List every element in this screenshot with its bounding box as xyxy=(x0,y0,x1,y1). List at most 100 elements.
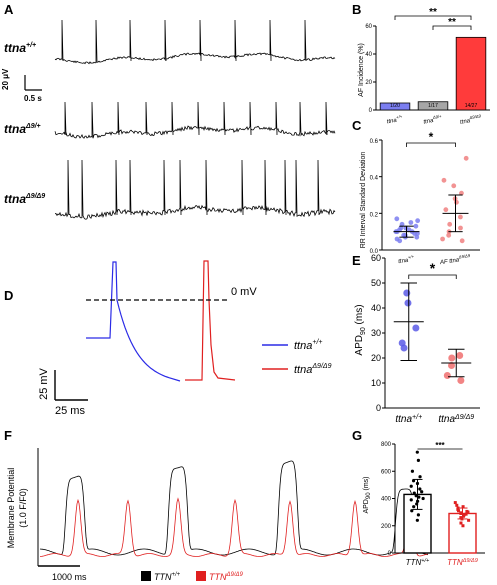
legend-label-wildtype: ttna+/+ xyxy=(294,339,322,352)
point-c-1-4 xyxy=(458,225,463,231)
point-g-1-9 xyxy=(459,511,463,515)
ecg-trace-homozygous xyxy=(54,159,336,220)
point-g-0-11 xyxy=(420,490,424,494)
tick-label-y-e-1: 10 xyxy=(371,378,381,388)
point-c-1-2 xyxy=(446,232,452,238)
tick-label-y-b-3: 60 xyxy=(365,24,372,30)
tick-label-y-b-0: 0 xyxy=(369,108,373,114)
tick-label-x-e-1: ttnaΔ9/Δ9 xyxy=(438,414,474,425)
tick-label-y-g-2: 400 xyxy=(381,497,392,503)
point-g-0-19 xyxy=(415,450,419,454)
point-c-0-2 xyxy=(414,234,420,240)
point-c-1-11 xyxy=(451,183,457,189)
tick-label-y-g-1: 200 xyxy=(381,524,392,530)
scale-time-a: 0.5 s xyxy=(24,94,42,103)
point-e-1-0 xyxy=(457,377,465,384)
sig-bracket-e xyxy=(408,274,457,279)
chart-af-incidence: AF Incidence (%) 0 20 40 60 1/20 ttna+/+ 1/17 t… xyxy=(358,7,490,126)
point-g-1-2 xyxy=(467,518,471,522)
sig-label-e: * xyxy=(430,260,436,276)
legend-label-ttn-mut: TTNΔ9/Δ9 xyxy=(209,572,244,582)
tick-label-y-e-0: 0 xyxy=(376,403,381,413)
trace-label-homozygous: ttnaΔ9/Δ9 xyxy=(4,192,45,206)
legend-f: TTN+/+ TTNΔ9/Δ9 xyxy=(141,571,244,582)
tick-label-y-e-3: 30 xyxy=(371,328,381,338)
panel-label-d: D xyxy=(4,288,13,303)
point-c-1-6 xyxy=(458,214,463,220)
tick-label-y-c-1: 0.2 xyxy=(370,212,379,218)
point-g-1-16 xyxy=(455,503,459,507)
ecg-trace-heterozygous xyxy=(54,101,336,139)
point-g-0-13 xyxy=(409,484,413,488)
point-c-1-12 xyxy=(441,177,447,183)
point-g-0-4 xyxy=(415,502,419,506)
sig-bracket-c xyxy=(406,142,456,147)
point-e-1-1 xyxy=(443,372,451,379)
axis-label-y-f: Membrane Potential xyxy=(6,468,16,549)
point-c-1-5 xyxy=(447,221,453,227)
axis-label-y-c: RR Interval Standard Deviation xyxy=(360,152,367,249)
point-g-0-1 xyxy=(416,513,421,517)
tick-label-y-g-0: 0 xyxy=(388,551,392,557)
scale-bar-d: 25 mV 25 ms xyxy=(38,367,88,417)
sig-label-g: *** xyxy=(435,441,445,450)
point-c-1-7 xyxy=(443,207,449,213)
panel-label-c: C xyxy=(352,118,362,133)
tick-label-y-g-4: 800 xyxy=(381,442,392,448)
bar-b-0 xyxy=(379,102,411,111)
point-e-0-3 xyxy=(404,299,412,307)
point-c-1-0 xyxy=(459,238,465,244)
bar-b-2 xyxy=(455,36,487,111)
chart-rr-interval-sd: RR Interval Standard Deviation 0.0 0.2 0.4… xyxy=(360,130,480,266)
trace-label-heterozygous: ttnaΔ9/+ xyxy=(4,122,41,136)
scale-time-d: 25 ms xyxy=(55,405,85,417)
point-g-1-4 xyxy=(459,516,463,520)
tick-label-x-c-1: AF ttnaΔ9/Δ9 xyxy=(438,253,471,266)
zero-mv-label: 0 mV xyxy=(231,286,257,298)
action-potential-homozygous xyxy=(185,260,236,381)
tick-label-y-b-2: 40 xyxy=(365,52,372,58)
point-c-0-16 xyxy=(399,221,405,227)
sig-bracket-b-0 xyxy=(394,15,472,20)
bar-label-b-1: 1/17 xyxy=(428,103,438,109)
scale-time-f: 1000 ms xyxy=(52,572,87,582)
panel-label-e: E xyxy=(352,253,361,268)
point-g-1-6 xyxy=(462,513,466,517)
point-g-1-17 xyxy=(453,501,457,505)
action-potential-wildtype xyxy=(86,261,181,382)
point-c-0-17 xyxy=(408,220,414,225)
panel-label-b: B xyxy=(352,2,361,17)
point-g-0-17 xyxy=(410,469,415,473)
membrane-trace-wildtype xyxy=(39,460,429,556)
trace-label-wildtype: ttna+/+ xyxy=(4,41,36,55)
point-g-0-6 xyxy=(409,498,413,502)
point-e-1-2 xyxy=(448,362,456,369)
point-g-1-15 xyxy=(461,505,465,509)
bar-label-b-0: 1/20 xyxy=(390,103,400,109)
point-g-1-7 xyxy=(464,512,468,516)
tick-label-y-c-2: 0.4 xyxy=(370,176,379,182)
scale-voltage-d: 25 mV xyxy=(38,367,50,399)
bar-b-1 xyxy=(417,101,449,111)
point-c-1-13 xyxy=(463,155,469,161)
point-g-1-1 xyxy=(459,521,463,525)
sig-label-c: * xyxy=(429,130,434,144)
point-g-0-15 xyxy=(411,479,416,483)
point-g-0-9 xyxy=(414,494,418,498)
membrane-trace-homozygous xyxy=(39,497,429,557)
point-c-0-1 xyxy=(394,236,400,242)
tick-label-x-g-1: TTNΔ9/Δ9 xyxy=(447,558,478,567)
legend-swatch-ttn-wt xyxy=(141,571,151,581)
tick-label-x-e-0: ttna+/+ xyxy=(395,414,422,425)
point-g-0-0 xyxy=(415,518,419,522)
panel-label-g: G xyxy=(352,428,362,443)
point-g-0-14 xyxy=(415,481,420,486)
point-c-1-1 xyxy=(440,236,445,242)
tick-label-y-e-2: 20 xyxy=(371,353,381,363)
point-g-0-5 xyxy=(415,499,420,503)
point-g-0-12 xyxy=(418,487,422,491)
point-e-0-1 xyxy=(398,339,406,347)
tick-label-y-g-3: 600 xyxy=(381,469,392,475)
point-e-0-2 xyxy=(412,324,420,332)
legend-label-homozygous: ttnaΔ9/Δ9 xyxy=(294,363,332,376)
